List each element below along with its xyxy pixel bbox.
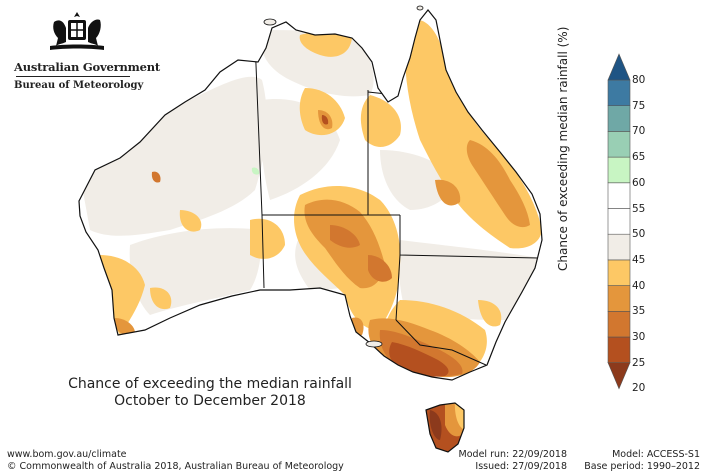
website-link[interactable]: www.bom.gov.au/climate (7, 449, 127, 460)
legend-bin-45-55 (607, 208, 631, 235)
coat-of-arms-icon (50, 12, 104, 50)
legend-tick-label: 70 (632, 125, 646, 138)
legend-tick-label: 40 (632, 279, 646, 292)
legend-tick-label: 80 (632, 74, 646, 86)
legend-bin-20-25 (607, 336, 631, 364)
legend-bin-75-80 (607, 79, 631, 107)
base-period: Base period: 1990–2012 (584, 461, 700, 472)
bureau-name: Bureau of Meteorology (14, 80, 144, 91)
colour-legend: 80 75 70 65 60 55 50 45 40 35 30 25 20 Chance of exc… (556, 27, 706, 420)
legend-label: Chance of exceeding median rainfall (%) (555, 26, 570, 271)
footer-dates: Model run: 22/09/2018 Issued: 27/09/2018 (430, 449, 567, 473)
legend-bin-40-45 (607, 233, 631, 261)
legend-bin-60-65 (607, 156, 631, 184)
legend-bin-70-75 (607, 105, 631, 132)
legend-bin-gt80 (607, 53, 631, 81)
legend-tick-label: 55 (632, 202, 646, 215)
legend-tick-label: 25 (632, 356, 646, 369)
legend-bin-35-40 (607, 259, 631, 286)
legend-tick-label: 45 (632, 253, 646, 266)
title-line-2: October to December 2018 (114, 393, 306, 409)
legend-tick-label: 75 (632, 99, 646, 112)
map-title: Chance of exceeding the median rainfall … (40, 376, 380, 410)
legend-bin-30-35 (607, 285, 631, 312)
legend-tick-label: 60 (632, 176, 646, 189)
government-logo: Australian Government Bureau of Meteorol… (10, 8, 160, 94)
legend-colour-bar (607, 53, 631, 390)
legend-tick-label: 35 (632, 305, 646, 318)
legend-tick-label: 20 (632, 382, 646, 395)
model-name: Model: ACCESS-S1 (612, 449, 700, 460)
legend-tick-label: 30 (632, 331, 646, 343)
model-run-date: Model run: 22/09/2018 (458, 449, 567, 460)
footer-left: www.bom.gov.au/climate © Commonwealth of… (7, 449, 344, 473)
australia-coastline (78, 9, 543, 381)
legend-bin-65-70 (607, 131, 631, 158)
legend-bin-25-30 (607, 310, 631, 338)
footer-model: Model: ACCESS-S1 Base period: 1990–2012 (560, 449, 700, 473)
government-name: Australian Government (14, 60, 161, 74)
legend-tick-label: 65 (632, 151, 646, 164)
legend-bin-55-60 (607, 182, 631, 209)
title-line-1: Chance of exceeding the median rainfall (68, 376, 352, 392)
legend-tick-label: 50 (632, 228, 646, 241)
logo-divider (16, 76, 130, 77)
copyright-text: © Commonwealth of Australia 2018, Austra… (7, 461, 344, 472)
legend-bin-lt20 (607, 362, 631, 390)
issued-date: Issued: 27/09/2018 (475, 461, 567, 472)
